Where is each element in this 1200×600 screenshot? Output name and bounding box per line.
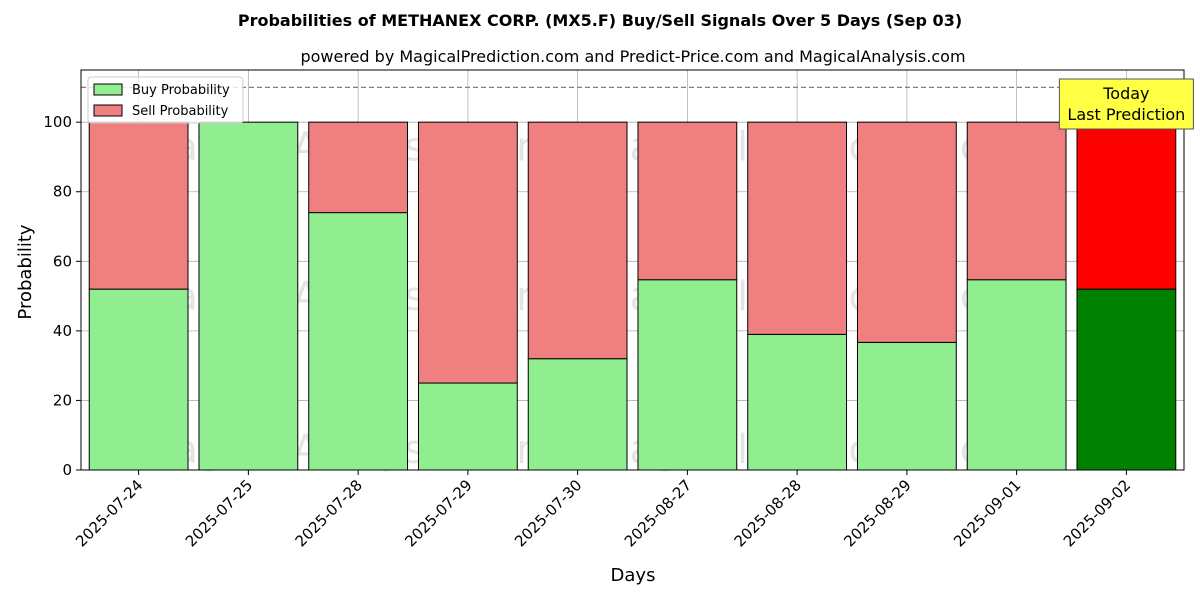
x-tick-label: 2025-07-28 — [292, 476, 366, 550]
y-tick-label: 60 — [53, 252, 72, 270]
bar-sell-2025-08-29 — [856, 121, 957, 343]
y-axis-label: Probability — [15, 224, 36, 319]
x-axis-ticks: 2025-07-24 2025-07-25 2025-07-28 2025-07-29… — [72, 470, 1134, 550]
bar-sell-2025-07-30 — [527, 121, 628, 360]
annotation-line: Today — [1102, 84, 1149, 103]
legend-swatch-buy — [93, 83, 123, 96]
y-tick-label: 0 — [62, 461, 72, 479]
bar-buy-2025-07-29 — [417, 382, 518, 471]
bar-buy-2025-08-27 — [637, 279, 738, 471]
bar-sell-2025-09-02 — [1076, 121, 1177, 290]
y-tick-label: 20 — [53, 391, 72, 409]
chart-subtitle: powered by MagicalPrediction.com and Pre… — [300, 47, 965, 66]
legend-box — [87, 76, 244, 124]
bar-buy-2025-09-02 — [1076, 288, 1177, 471]
y-tick-label: 40 — [53, 322, 72, 340]
x-tick-label: 2025-09-02 — [1060, 476, 1134, 550]
x-tick-label: 2025-07-24 — [72, 476, 146, 550]
x-tick-label: 2025-07-29 — [401, 476, 475, 550]
x-tick-label: 2025-08-27 — [621, 476, 695, 550]
y-tick-label: 80 — [53, 183, 72, 201]
legend-label-sell: Sell Probability — [132, 104, 229, 119]
y-tick-label: 100 — [43, 113, 72, 131]
annotation-box — [1058, 78, 1194, 130]
x-tick-label: 2025-08-28 — [731, 476, 805, 550]
legend-swatch-sell — [93, 104, 123, 117]
bar-buy-2025-08-29 — [856, 341, 957, 471]
x-axis-label: Days — [611, 565, 656, 586]
plot-area-frame — [80, 69, 1185, 471]
legend: Buy Probability Sell Probability — [87, 76, 244, 124]
bar-buy-2025-09-01 — [966, 279, 1067, 471]
chart-title: Probabilities of METHANEX CORP. (MX5.F) … — [238, 11, 962, 30]
bar-sell-2025-09-01 — [966, 121, 1067, 281]
x-tick-label: 2025-07-30 — [511, 476, 585, 550]
x-tick-label: 2025-07-25 — [182, 476, 256, 550]
x-tick-label: 2025-08-29 — [840, 476, 914, 550]
bar-sell-2025-07-24 — [88, 121, 189, 290]
bar-sell-2025-07-29 — [417, 121, 518, 384]
annotation-line: Last Prediction — [1067, 105, 1185, 124]
bar-buy-2025-08-28 — [747, 333, 848, 471]
bar-sell-2025-07-28 — [308, 121, 409, 214]
bar-buy-2025-07-30 — [527, 358, 628, 471]
bar-buy-2025-07-28 — [308, 212, 409, 471]
bars — [88, 121, 1177, 471]
legend-label-buy: Buy Probability — [132, 83, 230, 98]
bar-sell-2025-08-28 — [747, 121, 848, 335]
bar-buy-2025-07-24 — [88, 288, 189, 471]
x-tick-label: 2025-09-01 — [950, 476, 1024, 550]
bar-buy-2025-07-25 — [198, 121, 299, 471]
y-axis-ticks: 0 20 40 60 80 100 — [43, 113, 81, 479]
bar-sell-2025-08-27 — [637, 121, 738, 281]
today-annotation: Today Last Prediction — [1058, 78, 1194, 130]
